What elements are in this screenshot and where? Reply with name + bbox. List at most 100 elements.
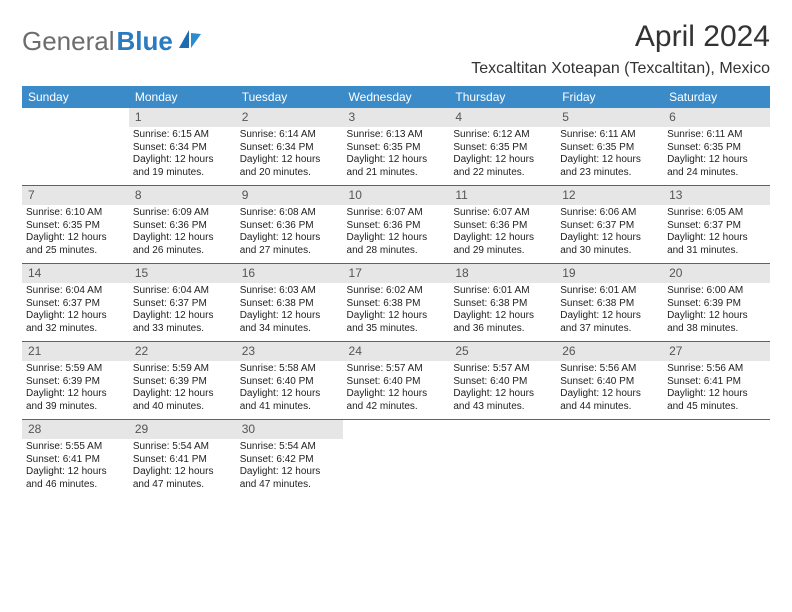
day-info-line: and 32 minutes.	[26, 323, 125, 336]
day-header: Sunday	[22, 86, 129, 108]
day-info-line: Daylight: 12 hours	[26, 232, 125, 245]
day-cell: Sunrise: 6:12 AMSunset: 6:35 PMDaylight:…	[449, 127, 556, 186]
page-title: April 2024	[471, 20, 770, 54]
day-number: 17	[343, 264, 450, 283]
brand-part1: General	[22, 26, 115, 57]
day-info-line: Sunset: 6:38 PM	[240, 298, 339, 311]
day-number: 28	[22, 420, 129, 439]
day-info-line: Sunrise: 6:07 AM	[347, 207, 446, 220]
day-cell: Sunrise: 6:01 AMSunset: 6:38 PMDaylight:…	[449, 283, 556, 342]
day-info-line: Sunrise: 6:00 AM	[667, 285, 766, 298]
day-info-line: Sunset: 6:36 PM	[347, 220, 446, 233]
day-cell: Sunrise: 6:07 AMSunset: 6:36 PMDaylight:…	[449, 205, 556, 264]
day-info-line: Sunrise: 6:04 AM	[26, 285, 125, 298]
day-number-row: 14151617181920	[22, 264, 770, 283]
day-info-line: and 36 minutes.	[453, 323, 552, 336]
day-info-line: and 42 minutes.	[347, 401, 446, 414]
day-cell: Sunrise: 6:03 AMSunset: 6:38 PMDaylight:…	[236, 283, 343, 342]
day-cell: Sunrise: 6:11 AMSunset: 6:35 PMDaylight:…	[556, 127, 663, 186]
day-cell	[556, 439, 663, 497]
day-content-row: Sunrise: 5:59 AMSunset: 6:39 PMDaylight:…	[22, 361, 770, 420]
day-number: 9	[236, 186, 343, 205]
day-info-line: Sunset: 6:42 PM	[240, 454, 339, 467]
day-info-line: Sunrise: 6:08 AM	[240, 207, 339, 220]
day-info-line: Daylight: 12 hours	[240, 388, 339, 401]
day-cell: Sunrise: 5:59 AMSunset: 6:39 PMDaylight:…	[129, 361, 236, 420]
day-cell: Sunrise: 6:14 AMSunset: 6:34 PMDaylight:…	[236, 127, 343, 186]
day-info-line: and 33 minutes.	[133, 323, 232, 336]
day-info-line: and 24 minutes.	[667, 167, 766, 180]
day-number: 15	[129, 264, 236, 283]
day-number: 21	[22, 342, 129, 361]
day-cell: Sunrise: 6:15 AMSunset: 6:34 PMDaylight:…	[129, 127, 236, 186]
day-info-line: and 35 minutes.	[347, 323, 446, 336]
day-info-line: and 26 minutes.	[133, 245, 232, 258]
day-info-line: and 30 minutes.	[560, 245, 659, 258]
day-info-line: Sunrise: 6:01 AM	[453, 285, 552, 298]
day-number: 14	[22, 264, 129, 283]
day-info-line: Sunset: 6:40 PM	[453, 376, 552, 389]
day-info-line: Daylight: 12 hours	[453, 310, 552, 323]
day-info-line: Sunset: 6:40 PM	[240, 376, 339, 389]
day-number	[343, 420, 450, 439]
day-content-row: Sunrise: 6:15 AMSunset: 6:34 PMDaylight:…	[22, 127, 770, 186]
day-info-line: Sunrise: 5:59 AM	[26, 363, 125, 376]
day-info-line: and 40 minutes.	[133, 401, 232, 414]
day-cell	[22, 127, 129, 186]
day-info-line: Sunrise: 6:10 AM	[26, 207, 125, 220]
day-info-line: Sunrise: 6:12 AM	[453, 129, 552, 142]
day-info-line: Daylight: 12 hours	[240, 310, 339, 323]
day-info-line: and 39 minutes.	[26, 401, 125, 414]
day-number: 1	[129, 108, 236, 127]
day-info-line: Sunset: 6:37 PM	[560, 220, 659, 233]
day-info-line: Sunset: 6:41 PM	[133, 454, 232, 467]
day-info-line: Sunset: 6:35 PM	[453, 142, 552, 155]
day-info-line: and 46 minutes.	[26, 479, 125, 492]
day-number	[556, 420, 663, 439]
day-cell: Sunrise: 6:11 AMSunset: 6:35 PMDaylight:…	[663, 127, 770, 186]
day-number: 29	[129, 420, 236, 439]
day-number: 27	[663, 342, 770, 361]
day-header: Tuesday	[236, 86, 343, 108]
day-info-line: Sunset: 6:35 PM	[667, 142, 766, 155]
day-number: 19	[556, 264, 663, 283]
day-number: 12	[556, 186, 663, 205]
day-info-line: Daylight: 12 hours	[240, 154, 339, 167]
day-cell: Sunrise: 5:54 AMSunset: 6:42 PMDaylight:…	[236, 439, 343, 497]
day-info-line: Sunset: 6:37 PM	[133, 298, 232, 311]
day-cell: Sunrise: 6:07 AMSunset: 6:36 PMDaylight:…	[343, 205, 450, 264]
day-number: 20	[663, 264, 770, 283]
day-info-line: and 47 minutes.	[240, 479, 339, 492]
title-block: April 2024 Texcaltitan Xoteapan (Texcalt…	[471, 20, 770, 78]
day-number: 24	[343, 342, 450, 361]
calendar-table: SundayMondayTuesdayWednesdayThursdayFrid…	[22, 86, 770, 497]
day-info-line: and 31 minutes.	[667, 245, 766, 258]
header: GeneralBlue April 2024 Texcaltitan Xotea…	[22, 20, 770, 78]
day-info-line: Sunset: 6:38 PM	[347, 298, 446, 311]
day-info-line: Daylight: 12 hours	[133, 388, 232, 401]
day-info-line: Daylight: 12 hours	[347, 232, 446, 245]
day-header: Wednesday	[343, 86, 450, 108]
day-info-line: Daylight: 12 hours	[133, 232, 232, 245]
day-info-line: Sunrise: 5:57 AM	[347, 363, 446, 376]
day-info-line: Sunset: 6:36 PM	[453, 220, 552, 233]
day-info-line: Sunrise: 5:57 AM	[453, 363, 552, 376]
day-info-line: Sunrise: 6:09 AM	[133, 207, 232, 220]
day-header-row: SundayMondayTuesdayWednesdayThursdayFrid…	[22, 86, 770, 108]
day-number: 26	[556, 342, 663, 361]
day-info-line: Daylight: 12 hours	[347, 154, 446, 167]
day-info-line: Sunrise: 6:11 AM	[667, 129, 766, 142]
day-number: 13	[663, 186, 770, 205]
day-info-line: and 37 minutes.	[560, 323, 659, 336]
day-cell: Sunrise: 5:56 AMSunset: 6:41 PMDaylight:…	[663, 361, 770, 420]
day-content-row: Sunrise: 6:04 AM Sunset: 6:37 PM Daylight:…	[22, 283, 770, 342]
day-info-line: and 20 minutes.	[240, 167, 339, 180]
day-info-line: Daylight: 12 hours	[240, 466, 339, 479]
day-header: Monday	[129, 86, 236, 108]
day-cell: Sunrise: 6:05 AMSunset: 6:37 PMDaylight:…	[663, 205, 770, 264]
day-info-line: and 22 minutes.	[453, 167, 552, 180]
day-info-line: Daylight: 12 hours	[347, 388, 446, 401]
day-number: 22	[129, 342, 236, 361]
day-number: 5	[556, 108, 663, 127]
day-cell: Sunrise: 5:55 AMSunset: 6:41 PMDaylight:…	[22, 439, 129, 497]
